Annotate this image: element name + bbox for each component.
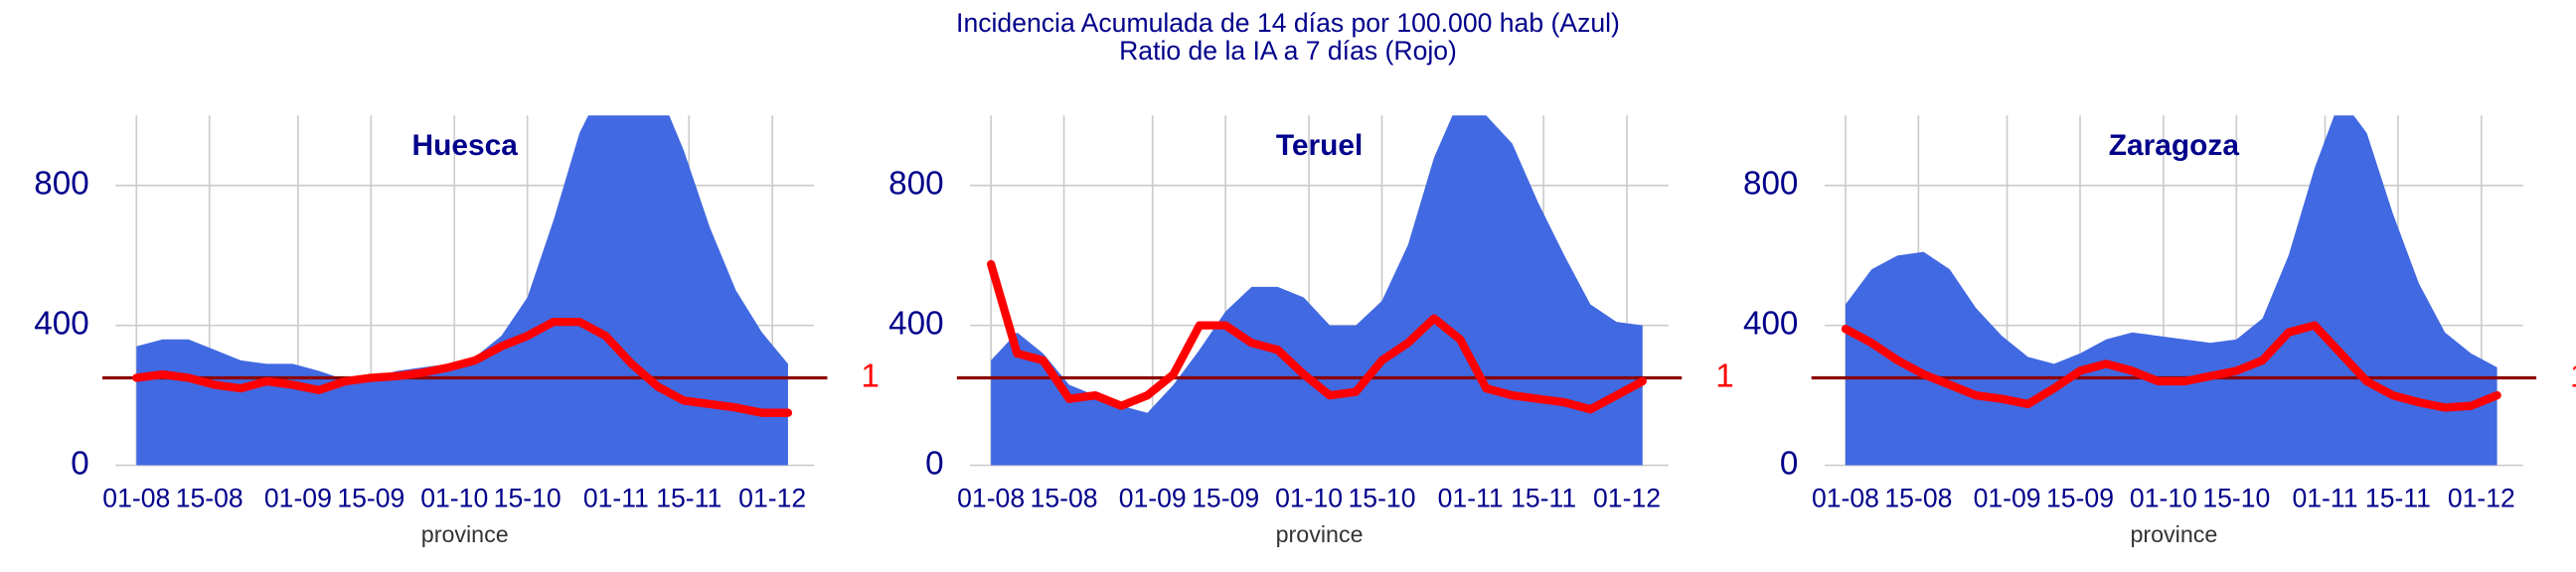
y2-tick-label: 1 (1715, 358, 1733, 394)
x-tick-label: 15-11 (656, 483, 722, 512)
panel-title: Teruel (1276, 129, 1363, 162)
x-tick-label: 15-09 (1192, 483, 1259, 512)
y-tick-label: 400 (1743, 305, 1798, 342)
y-tick-label: 800 (888, 166, 943, 203)
x-tick-label: 15-08 (1031, 483, 1098, 512)
x-tick-label: 15-09 (2046, 483, 2114, 512)
x-tick-label: 01-10 (2130, 483, 2197, 512)
x-tick-label: 01-10 (420, 483, 488, 512)
y-tick-label: 400 (888, 305, 943, 342)
y2-tick-label: 1 (861, 358, 879, 394)
panel-title: Zaragoza (2109, 129, 2240, 162)
x-tick-label: 15-10 (2202, 483, 2270, 512)
x-tick-label: 15-10 (1349, 483, 1416, 512)
x-tick-label: 15-11 (1511, 483, 1576, 512)
x-tick-label: 15-08 (1884, 483, 1952, 512)
x-axis-label: province (2130, 521, 2217, 547)
y-tick-label: 400 (34, 305, 88, 342)
x-tick-label: 01-09 (1974, 483, 2041, 512)
x-tick-label: 01-11 (583, 483, 649, 512)
y2-tick-label: 1 (2570, 358, 2576, 394)
x-tick-label: 01-09 (264, 483, 332, 512)
x-tick-label: 01-12 (1593, 483, 1661, 512)
panel-title: Huesca (412, 129, 519, 162)
y-tick-label: 0 (1780, 445, 1798, 482)
x-axis-label: province (421, 521, 509, 547)
x-tick-label: 01-09 (1119, 483, 1187, 512)
x-tick-label: 01-08 (1812, 483, 1879, 512)
x-tick-label: 15-10 (494, 483, 562, 512)
line (1841, 321, 2501, 412)
chart-title: Incidencia Acumulada de 14 días por 100.… (956, 8, 1620, 38)
x-tick-label: 01-11 (1438, 483, 1504, 512)
x-tick-label: 15-09 (337, 483, 404, 512)
x-tick-label: 15-08 (176, 483, 243, 512)
line (132, 317, 793, 417)
x-tick-label: 01-10 (1275, 483, 1343, 512)
x-tick-label: 01-11 (2293, 483, 2358, 512)
y-tick-label: 800 (34, 166, 88, 203)
x-tick-label: 01-08 (957, 483, 1025, 512)
line (986, 259, 1647, 414)
x-tick-label: 01-08 (102, 483, 170, 512)
y-tick-label: 800 (1743, 166, 1798, 203)
chart-subtitle: Ratio de la IA a 7 días (Rojo) (1119, 36, 1457, 66)
x-axis-label: province (1276, 521, 1364, 547)
y-tick-label: 0 (71, 445, 88, 482)
x-tick-label: 01-12 (2448, 483, 2515, 512)
y-tick-label: 0 (925, 445, 943, 482)
x-tick-label: 15-11 (2365, 483, 2431, 512)
x-tick-label: 01-12 (738, 483, 806, 512)
